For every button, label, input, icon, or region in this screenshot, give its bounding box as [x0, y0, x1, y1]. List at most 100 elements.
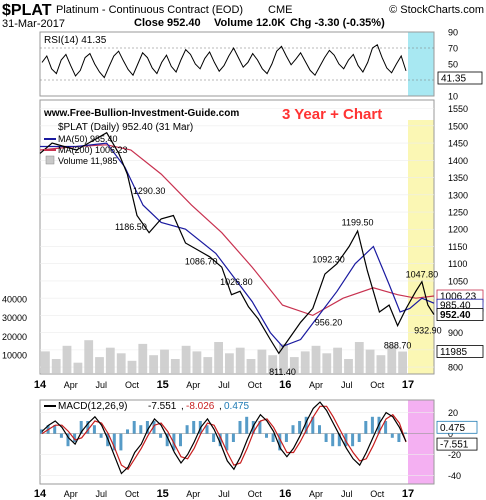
price-tick-label-0: 1550 [448, 104, 468, 114]
date-label: 31-Mar-2017 [2, 18, 65, 30]
price-highlight-yellow [408, 120, 434, 374]
change-label: Chg -3.30 (-0.35%) [290, 17, 385, 29]
website-label: www.Free-Bullion-Investment-Guide.com [43, 108, 239, 119]
price-tick-label-3: 1400 [448, 156, 468, 166]
price-x-tick-12: 17 [402, 379, 414, 391]
price-annotation-3: 1026.80 [220, 277, 253, 287]
volume-bar [333, 347, 342, 374]
macd-histogram-bar [139, 425, 143, 434]
macd-histogram-bar [218, 433, 222, 447]
close-label: Close 952.40 [134, 17, 201, 29]
rsi-value-box [437, 71, 483, 85]
volume-label: Volume 12.0K [214, 17, 285, 29]
macd-x-tick-5: Apr [186, 489, 200, 499]
price-line [39, 131, 435, 355]
volume-bar [62, 345, 72, 374]
volume-bar [95, 357, 104, 374]
volume-bars [41, 340, 407, 374]
price-right-label-2: 952.40 [440, 310, 471, 321]
price-annotation-9: 1047.80 [406, 270, 439, 280]
price-annotation-1: 1186.50 [115, 222, 147, 232]
exchange-label: CME [268, 4, 292, 16]
price-annotation-10: 932.90 [414, 325, 442, 335]
volume-bar [192, 351, 202, 374]
volume-bar [279, 343, 288, 374]
macd-histogram-bar [179, 433, 182, 447]
volume-bar [322, 353, 332, 374]
macd-histogram-bar [238, 421, 242, 434]
macd-histogram-bar [258, 421, 262, 434]
legend-ma50: MA(50) 985.40 [58, 134, 118, 144]
volume-bar [127, 360, 137, 374]
volume-bar [203, 357, 213, 374]
instrument-name: Platinum - Continuous Contract (EOD) [56, 4, 243, 16]
macd-panel: 20 0 -20 -40 14 Apr Jul Oct 15 Apr Jul Oct 16 Apr Jul… [34, 399, 478, 500]
macd-histogram-bar [284, 433, 288, 442]
macd-histogram-bar [66, 433, 70, 447]
volume-axis: 40000 30000 20000 10000 [2, 294, 27, 360]
macd-histogram-bar [132, 421, 136, 434]
price-tick-label-2: 1450 [448, 139, 468, 149]
macd-histogram-bar [225, 433, 229, 451]
macd-right-labels: 0.475 -7.551 [436, 420, 478, 451]
volume-bar [289, 357, 299, 374]
macd-histogram-bar [351, 433, 355, 447]
macd-legend-label: MACD(12,26,9) [58, 401, 127, 412]
macd-x-tick-2: Jul [96, 489, 108, 499]
macd-legend-comma-1: , [181, 401, 184, 412]
rsi-tick-label-4: 10 [448, 92, 458, 102]
macd-histogram-bar [245, 416, 249, 434]
volume-bar [149, 355, 158, 374]
macd-histogram-bar [92, 425, 96, 434]
price-right-label-3: 11985 [440, 347, 468, 358]
macd-histogram-bar [384, 421, 388, 434]
macd-histogram-bar [185, 425, 189, 434]
macd-legend-value: -7.551 [148, 401, 177, 412]
volume-bar [138, 343, 148, 374]
macd-histogram-bar [364, 421, 368, 434]
volume-bar [300, 351, 310, 374]
macd-histogram-bar [112, 433, 116, 451]
macd-legend-histogram: 0.475 [224, 401, 249, 412]
macd-tick-label-0: 20 [448, 408, 458, 418]
rsi-tick-label-0: 90 [448, 28, 458, 38]
macd-x-tick-9: Apr [309, 489, 323, 499]
macd-frame [39, 399, 435, 485]
price-tick-label-9: 1100 [448, 259, 467, 269]
macd-x-tick-11: Oct [370, 489, 385, 499]
macd-histogram-bar [390, 433, 394, 438]
volume-bar [311, 345, 321, 374]
macd-histogram-bar [165, 433, 169, 447]
macd-histogram-bar [152, 421, 156, 434]
rsi-tick-label-1: 70 [448, 44, 458, 54]
rsi-legend: RSI(14) 41.35 [44, 35, 107, 46]
macd-histogram-bar [159, 433, 163, 438]
volume-bar [246, 359, 256, 374]
price-annotation-5: 1092.30 [312, 254, 345, 264]
price-tick-label-5: 1300 [448, 190, 468, 200]
macd-histogram-bar [404, 432, 407, 434]
macd-histogram-bar [53, 425, 57, 434]
chart-annotation-title: 3 Year + Chart [282, 106, 382, 123]
volume-bar [376, 355, 386, 374]
macd-histogram-bar [192, 421, 196, 434]
volume-bar [365, 349, 375, 374]
volume-tick-label-1: 30000 [2, 313, 27, 323]
macd-histogram-bar [79, 421, 83, 434]
macd-line [41, 401, 407, 475]
macd-histogram-bar [86, 421, 90, 434]
macd-histogram-bar [126, 429, 129, 434]
price-right-label-1: 985.40 [440, 301, 471, 312]
volume-tick-label-2: 20000 [2, 332, 27, 342]
ma50-line [40, 142, 435, 348]
rsi-tick-label-2: 50 [448, 60, 458, 70]
macd-histogram-bar [331, 433, 335, 447]
rsi-highlight [408, 32, 434, 96]
legend-volume: Volume 11,985 [58, 156, 117, 166]
macd-x-tick-1: Apr [64, 489, 78, 499]
macd-x-tick-10: Jul [341, 489, 353, 499]
macd-x-axis: 14 Apr Jul Oct 15 Apr Jul Oct 16 Apr Jul Oct 17 [34, 488, 414, 500]
volume-tick-label-0: 40000 [2, 294, 27, 304]
volume-bar [214, 342, 223, 374]
